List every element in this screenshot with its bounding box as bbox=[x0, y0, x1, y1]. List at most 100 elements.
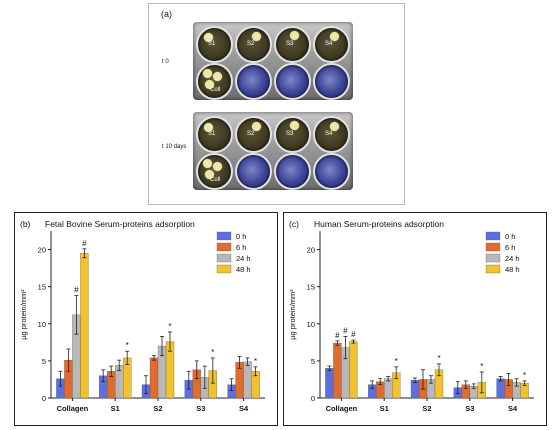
well-s3: S3 bbox=[274, 26, 311, 63]
legend-label: 6 h bbox=[505, 243, 515, 252]
y-tick-label: 15 bbox=[307, 283, 315, 292]
well-label: S2 bbox=[247, 131, 255, 137]
well-empty bbox=[274, 153, 311, 190]
photo-panel: (a) t 0 S1 S2 S3 S4 Coll t 10 days bbox=[148, 3, 405, 205]
x-tick-label: S3 bbox=[196, 404, 205, 413]
significance-mark: * bbox=[395, 357, 398, 366]
well-empty bbox=[235, 153, 272, 190]
t10-label: t 10 days bbox=[162, 144, 187, 150]
well-label: S4 bbox=[325, 131, 333, 137]
legend-label: 48 h bbox=[505, 265, 520, 274]
sample-disc bbox=[330, 32, 339, 41]
significance-mark: * bbox=[168, 322, 171, 331]
well-label: S1 bbox=[208, 41, 216, 47]
well-s4: S4 bbox=[313, 26, 350, 63]
fbs-adsorption-chart: 0 5 10 15 20 µg protein/mm² (b) Fetal Bovine Se… bbox=[19, 219, 265, 413]
x-tick-label: S1 bbox=[111, 404, 120, 413]
bar bbox=[325, 368, 334, 399]
well-s1: S1 bbox=[196, 116, 233, 153]
well-label: S3 bbox=[286, 131, 294, 137]
x-tick-label: S4 bbox=[508, 404, 518, 413]
bar bbox=[333, 342, 342, 399]
bar bbox=[496, 378, 505, 399]
legend-label: 24 h bbox=[505, 254, 520, 263]
bar bbox=[149, 357, 159, 399]
sample-disc bbox=[252, 122, 261, 131]
sample-disc bbox=[213, 162, 222, 171]
legend-swatch bbox=[216, 253, 232, 263]
y-tick-label: 15 bbox=[38, 283, 46, 292]
significance-mark: * bbox=[126, 341, 129, 350]
y-tick-label: 0 bbox=[311, 394, 315, 403]
well-s2: S2 bbox=[235, 116, 272, 153]
well-plate-t0: S1 S2 S3 S4 Coll bbox=[193, 22, 353, 100]
well-s4: S4 bbox=[313, 116, 350, 153]
sample-disc bbox=[290, 31, 299, 40]
well-empty bbox=[313, 63, 350, 100]
significance-mark: # bbox=[82, 239, 87, 248]
significance-mark: # bbox=[351, 330, 356, 339]
significance-mark: # bbox=[74, 286, 79, 295]
bar bbox=[243, 361, 252, 399]
y-axis-label: µg protein/mm² bbox=[19, 289, 28, 340]
significance-mark: * bbox=[211, 348, 214, 357]
y-tick-label: 0 bbox=[42, 394, 46, 403]
sample-disc bbox=[252, 32, 261, 41]
bar bbox=[80, 253, 89, 399]
legend-swatch bbox=[216, 242, 232, 252]
well-label: S1 bbox=[208, 131, 216, 137]
x-tick-label: Collagen bbox=[57, 404, 89, 413]
legend-swatch bbox=[216, 264, 232, 274]
photo-panel-label: (a) bbox=[161, 9, 172, 19]
legend-swatch bbox=[485, 242, 501, 252]
sample-disc bbox=[203, 69, 212, 78]
sample-disc bbox=[330, 122, 339, 131]
x-tick-label: S1 bbox=[380, 404, 389, 413]
x-tick-label: S3 bbox=[465, 404, 474, 413]
well-empty bbox=[313, 153, 350, 190]
significance-mark: * bbox=[437, 354, 440, 363]
y-tick-label: 5 bbox=[311, 357, 315, 366]
well-s2: S2 bbox=[235, 26, 272, 63]
legend-swatch bbox=[485, 264, 501, 274]
bar bbox=[384, 378, 393, 399]
sample-disc bbox=[203, 159, 212, 168]
legend-swatch bbox=[485, 231, 501, 241]
well-label: S4 bbox=[325, 41, 333, 47]
legend-label: 48 h bbox=[236, 265, 251, 274]
well-label: Coll bbox=[210, 87, 221, 93]
well-s1: S1 bbox=[196, 26, 233, 63]
bar bbox=[349, 341, 358, 399]
legend-swatch bbox=[485, 253, 501, 263]
sample-disc bbox=[205, 170, 214, 179]
hs-adsorption-chart: 0 5 10 15 20 µg protein/mm² (c) Human Serum-pro… bbox=[288, 219, 534, 413]
x-tick-label: S2 bbox=[422, 404, 431, 413]
well-coll: Coll bbox=[196, 153, 233, 190]
well-s3: S3 bbox=[274, 116, 311, 153]
x-tick-label: S2 bbox=[153, 404, 162, 413]
sample-disc bbox=[290, 121, 299, 130]
chart-title: Fetal Bovine Serum-proteins adsorption bbox=[45, 219, 195, 229]
panel-label: (c) bbox=[289, 219, 299, 229]
well-label: Coll bbox=[210, 177, 221, 183]
well-plate-t10: S1 S2 S3 S4 Coll bbox=[193, 112, 353, 190]
bar bbox=[410, 380, 420, 399]
well-empty bbox=[235, 63, 272, 100]
y-tick-label: 5 bbox=[42, 357, 46, 366]
x-tick-label: Collagen bbox=[326, 404, 358, 413]
significance-mark: * bbox=[523, 371, 526, 380]
y-axis-label: µg protein/mm² bbox=[288, 289, 297, 340]
sample-disc bbox=[204, 33, 213, 42]
panel-label: (b) bbox=[20, 219, 31, 229]
well-coll: Coll bbox=[196, 63, 233, 100]
significance-mark: * bbox=[254, 357, 257, 366]
significance-mark: * bbox=[480, 362, 483, 371]
y-tick-label: 10 bbox=[307, 320, 315, 329]
t0-label: t 0 bbox=[162, 59, 169, 65]
legend-label: 0 h bbox=[505, 232, 515, 241]
sample-disc bbox=[205, 80, 214, 89]
legend-label: 6 h bbox=[236, 243, 246, 252]
significance-mark: # bbox=[343, 326, 348, 335]
chart-title: Human Serum-proteins adsorption bbox=[314, 219, 444, 229]
well-label: S3 bbox=[286, 41, 294, 47]
